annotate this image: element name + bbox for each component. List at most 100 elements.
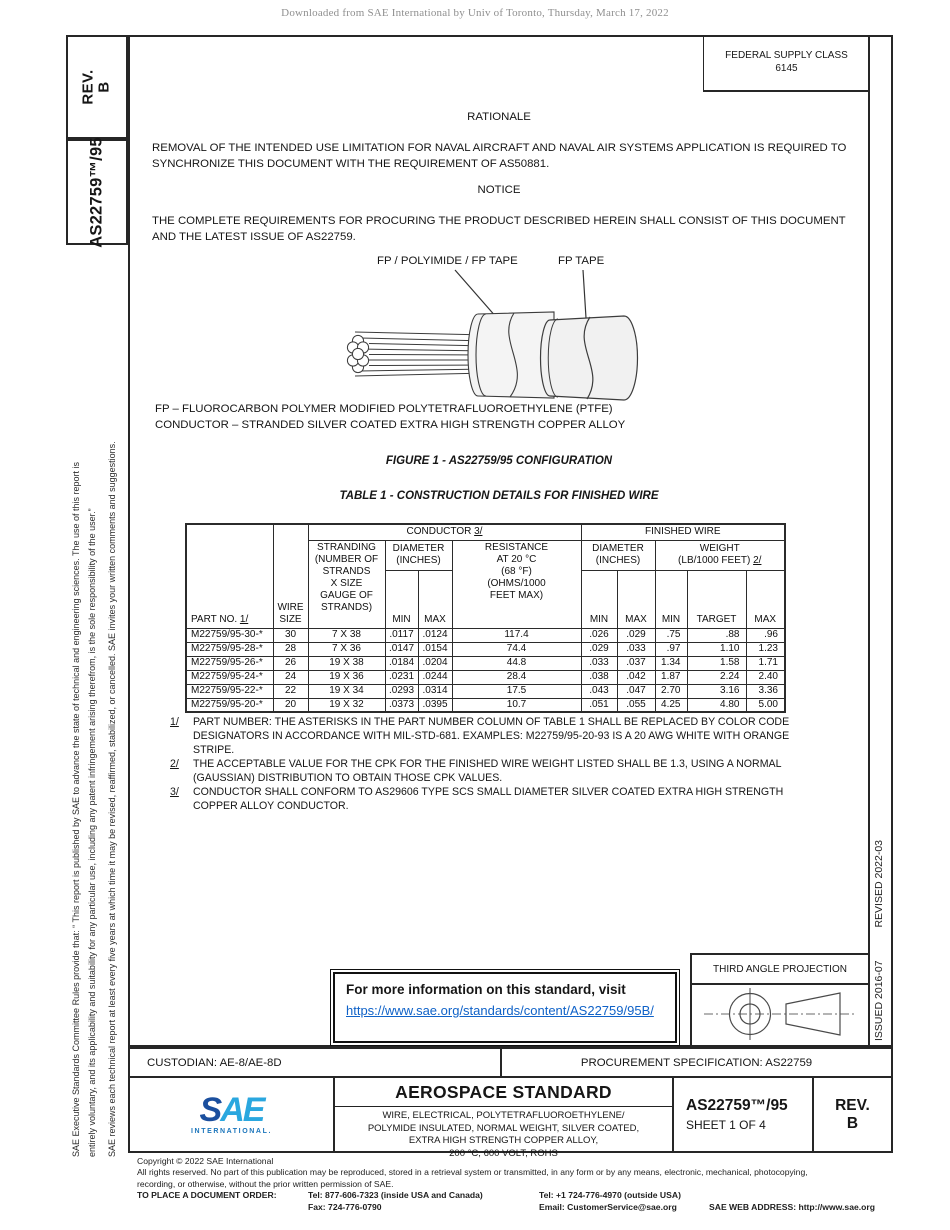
third-angle-projection-box: THIRD ANGLE PROJECTION (690, 953, 870, 1047)
wt-min-cell: 2.70 (654, 683, 688, 699)
fw-dia-max-cell: .042 (616, 669, 656, 685)
subtitle-line: WIRE, ELECTRICAL, POLYTETRAFLUOROETHYLEN… (382, 1110, 625, 1121)
wt-min-cell: .97 (654, 641, 688, 657)
order-tel-1: Tel: 877-606-7323 (inside USA and Canada… (308, 1190, 483, 1201)
doc-number-cell: AS22759™/95 SHEET 1 OF 4 (674, 1078, 814, 1151)
third-angle-projection-label: THIRD ANGLE PROJECTION (692, 955, 868, 985)
col-header-part-no: PART NO. 1/ (185, 523, 274, 629)
wire-size-cell: 28 (272, 641, 309, 657)
wire-size-cell: 26 (272, 655, 309, 671)
resistance-cell: 17.5 (451, 683, 582, 699)
table-caption: TABLE 1 - CONSTRUCTION DETAILS FOR FINIS… (339, 490, 659, 502)
standard-url-link[interactable]: https://www.sae.org/standards/content/AS… (346, 1003, 654, 1018)
note-2: 2/ THE ACCEPTABLE VALUE FOR THE CPK FOR … (170, 757, 825, 785)
order-fax: Fax: 724-776-0790 (308, 1201, 382, 1212)
dia-max-cell: .0314 (417, 683, 453, 699)
fw-dia-min-cell: .043 (580, 683, 618, 699)
sae-logo-s: S (199, 1090, 223, 1129)
sidebar-review-note: SAE reviews each technical report at lea… (107, 441, 117, 1157)
order-info-line-1: TO PLACE A DOCUMENT ORDER: Tel: 877-606-7… (137, 1190, 929, 1201)
fw-dia-min-cell: .029 (580, 641, 618, 657)
disclaimer-line-2: entirely voluntary, and its applicabilit… (86, 508, 97, 1157)
wt-max-cell: 1.71 (745, 655, 786, 671)
right-margin-strip (868, 35, 893, 1047)
note-1-text: PART NUMBER: THE ASTERISKS IN THE PART N… (193, 716, 790, 756)
dia-min-cell: .0293 (384, 683, 419, 699)
note-2-text: THE ACCEPTABLE VALUE FOR THE CPK FOR THE… (193, 758, 782, 784)
note-3: 3/ CONDUCTOR SHALL CONFORM TO AS29606 TY… (170, 785, 825, 813)
wt-max-cell: 2.40 (745, 669, 786, 685)
col-header-fw-diameter: DIAMETER (INCHES) (580, 539, 656, 571)
third-angle-projection-icon (704, 988, 856, 1040)
dia-min-cell: .0231 (384, 669, 419, 685)
order-info-line-2: Fax: 724-776-0790 Email: CustomerService@… (137, 1202, 929, 1213)
dia-max-cell: .0244 (417, 669, 453, 685)
federal-supply-class-value: 6145 (775, 63, 798, 74)
subheader-min: MIN (384, 569, 419, 629)
title-block: SAE INTERNATIONAL. AEROSPACE STANDARD WI… (128, 1076, 893, 1159)
dia-max-cell: .0395 (417, 697, 453, 713)
rationale-heading: RATIONALE (467, 111, 531, 123)
note-1-number: 1/ (170, 716, 179, 728)
wt-max-cell: 5.00 (745, 697, 786, 713)
part-no-cell: M22759/95-20-* (185, 697, 274, 713)
wt-target-cell: 4.80 (686, 697, 747, 713)
wt-min-cell: 1.34 (654, 655, 688, 671)
resistance-cell: 74.4 (451, 641, 582, 657)
table-row: M22759/95-22-* 22 19 X 34 .0293 .0314 17… (185, 683, 786, 699)
construction-table: PART NO. 1/ WIRE SIZE CONDUCTOR 3/ FINIS… (185, 523, 786, 713)
dia-max-cell: .0154 (417, 641, 453, 657)
note-3-text: CONDUCTOR SHALL CONFORM TO AS29606 TYPE … (193, 786, 784, 812)
resistance-cell: 117.4 (451, 627, 582, 643)
wire-size-cell: 20 (272, 697, 309, 713)
copyright-block: Copyright © 2022 SAE International All r… (137, 1156, 929, 1213)
wire-size-cell: 30 (272, 627, 309, 643)
col-header-conductor-diameter: DIAMETER (INCHES) (384, 539, 453, 571)
table-row: M22759/95-26-* 26 19 X 38 .0184 .0204 44… (185, 655, 786, 671)
fw-dia-max-cell: .037 (616, 655, 656, 671)
dia-max-cell: .0124 (417, 627, 453, 643)
fw-dia-min-cell: .026 (580, 627, 618, 643)
stranding-cell: 19 X 32 (307, 697, 386, 713)
sidebar-disclaimer: SAE Executive Standards Committee Rules … (69, 267, 100, 1157)
wire-size-cell: 22 (272, 683, 309, 699)
wt-target-cell: 1.58 (686, 655, 747, 671)
copyright-line: recording, or otherwise, without the pri… (137, 1178, 394, 1189)
wire-construction-figure (346, 269, 639, 401)
order-label: TO PLACE A DOCUMENT ORDER: (137, 1190, 277, 1201)
notice-heading: NOTICE (477, 184, 521, 196)
sidebar-rev-box: REV. B (66, 35, 128, 139)
table-row: M22759/95-24-* 24 19 X 36 .0231 .0244 28… (185, 669, 786, 685)
conductor-strands (346, 331, 489, 377)
dia-min-cell: .0117 (384, 627, 419, 643)
figure-legend: FP – FLUOROCARBON POLYMER MODIFIED POLYT… (155, 401, 625, 433)
sheet-number: SHEET 1 OF 4 (686, 1118, 766, 1132)
table-row: M22759/95-20-* 20 19 X 32 .0373 .0395 10… (185, 697, 786, 713)
custodian-bar: CUSTODIAN: AE-8/AE-8D PROCUREMENT SPECIF… (128, 1047, 893, 1078)
wt-min-cell: 1.87 (654, 669, 688, 685)
subheader-max: MAX (745, 569, 786, 629)
col-header-resistance: RESISTANCE AT 20 °C (68 °F) (OHMS/1000 F… (451, 539, 582, 629)
figure-label-tape-right: FP TAPE (558, 255, 605, 267)
download-banner: Downloaded from SAE International by Uni… (281, 7, 669, 19)
custodian-cell: CUSTODIAN: AE-8/AE-8D (130, 1049, 502, 1076)
order-email: Email: CustomerService@sae.org (539, 1201, 677, 1212)
resistance-cell: 28.4 (451, 669, 582, 685)
rationale-body: REMOVAL OF THE INTENDED USE LIMITATION F… (152, 142, 847, 170)
sae-logo-ae: AE (220, 1090, 265, 1129)
legend-conductor: CONDUCTOR – STRANDED SILVER COATED EXTRA… (155, 419, 626, 431)
sidebar-rev-value: B (95, 81, 113, 93)
dia-min-cell: .0147 (384, 641, 419, 657)
sae-logo-subtext: INTERNATIONAL. (191, 1127, 272, 1135)
more-info-box: For more information on this standard, v… (330, 969, 680, 1046)
stranding-cell: 19 X 36 (307, 669, 386, 685)
subtitle-line: EXTRA HIGH STRENGTH COPPER ALLOY, (408, 1135, 599, 1146)
fw-dia-min-cell: .051 (580, 697, 618, 713)
dia-min-cell: .0184 (384, 655, 419, 671)
col-header-stranding: STRANDING (NUMBER OF STRANDS X SIZE GAUG… (307, 539, 386, 629)
table-row: M22759/95-30-* 30 7 X 38 .0117 .0124 117… (185, 627, 786, 643)
fw-dia-max-cell: .033 (616, 641, 656, 657)
outer-tape-wrap (539, 315, 639, 401)
figure-caption: FIGURE 1 - AS22759/95 CONFIGURATION (385, 455, 613, 467)
